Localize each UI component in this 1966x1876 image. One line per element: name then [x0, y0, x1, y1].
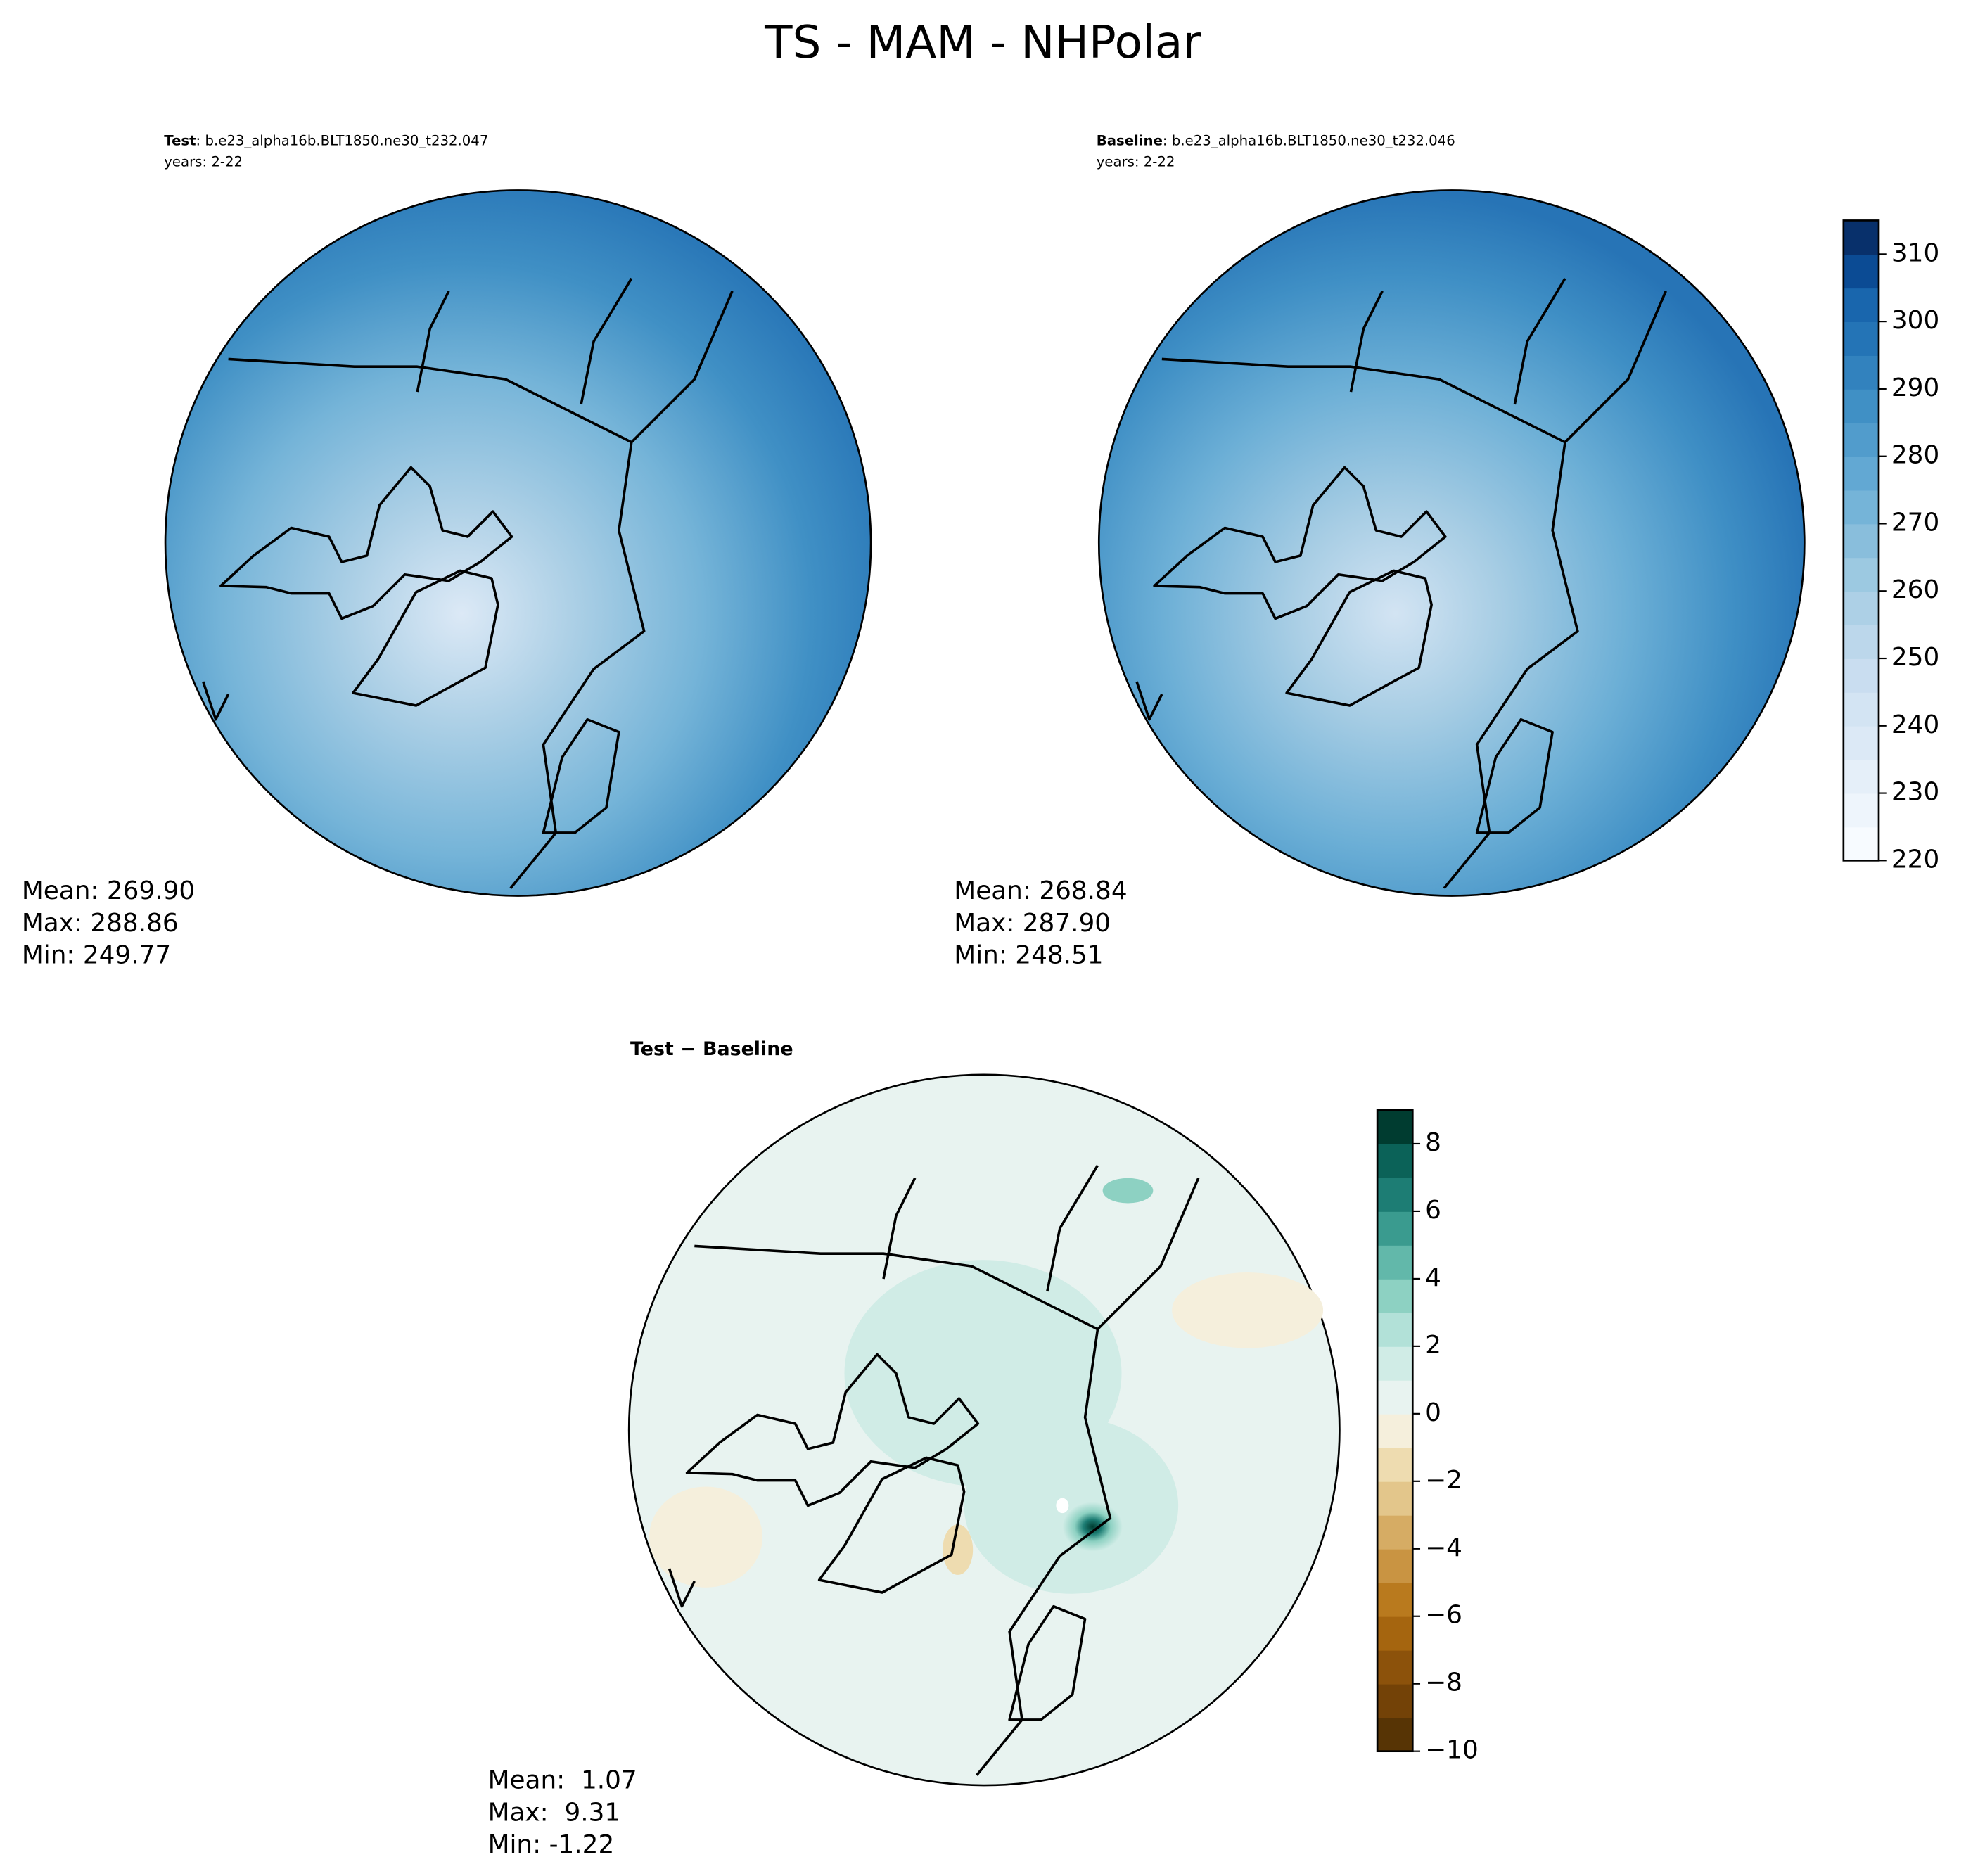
colorbar-band: [1843, 827, 1879, 862]
map-difference: [627, 1073, 1341, 1787]
colorbar-tick-label: −8: [1425, 1668, 1462, 1697]
colorbar-tick-label: −10: [1425, 1736, 1479, 1765]
colorbar-frame: [1842, 219, 1880, 862]
colorbar-tick-label: 280: [1891, 441, 1939, 470]
figure-title: TS - MAM - NHPolar: [764, 16, 1201, 69]
colorbar-tick-label: 300: [1891, 306, 1939, 335]
colorbar-band: [1843, 725, 1879, 760]
colorbar-tick-label: 220: [1891, 845, 1939, 874]
colorbar-tick-label: 250: [1891, 643, 1939, 672]
colorbar-band: [1843, 388, 1879, 423]
panel-stat: Min: 248.51: [954, 940, 1103, 969]
colorbar-band: [1377, 1379, 1413, 1415]
colorbar-band: [1843, 658, 1879, 693]
colorbar-band: [1377, 1346, 1413, 1381]
map-test: [164, 189, 872, 897]
panel-years: years: 2-22: [164, 154, 243, 170]
colorbar-band: [1843, 220, 1879, 255]
colorbar-tick-label: 310: [1891, 238, 1939, 267]
panel-stat: Min: -1.22: [488, 1830, 615, 1859]
colorbar-tick-label: −6: [1425, 1601, 1462, 1630]
panel-stat: Mean: 268.84: [954, 876, 1127, 905]
colorbar-band: [1377, 1548, 1413, 1583]
colorbar-band: [1843, 523, 1879, 559]
panel-years: years: 2-22: [1097, 154, 1175, 170]
map-baseline: [1097, 189, 1806, 897]
colorbar-band: [1377, 1650, 1413, 1685]
panel-case: : b.e23_alpha16b.BLT1850.ne30_t232.046: [1163, 132, 1455, 148]
colorbar-tick-label: 290: [1891, 374, 1939, 402]
colorbar-band: [1843, 456, 1879, 491]
colorbar-band: [1377, 1481, 1413, 1516]
colorbar-tick-label: 8: [1425, 1128, 1441, 1157]
colorbar-band: [1843, 691, 1879, 727]
colorbar-tick-label: 6: [1425, 1196, 1441, 1225]
colorbar-frame: [1376, 1109, 1414, 1753]
colorbar-tick-label: 2: [1425, 1331, 1441, 1360]
panel-label: Baseline: [1097, 132, 1163, 148]
panel-label: Test: [164, 132, 196, 148]
colorbar-tick-label: 4: [1425, 1263, 1441, 1292]
colorbar-tick-label: 230: [1891, 778, 1939, 807]
colorbar-band: [1843, 793, 1879, 828]
colorbar-band: [1843, 321, 1879, 356]
colorbar-band: [1377, 1211, 1413, 1246]
panel-header: Test − Baseline: [630, 1038, 793, 1060]
panel-header: Baseline: b.e23_alpha16b.BLT1850.ne30_t2…: [1097, 132, 1455, 148]
colorbar-tick-label: −4: [1425, 1533, 1462, 1562]
colorbar-tick-label: 270: [1891, 508, 1939, 537]
colorbar-band: [1843, 759, 1879, 794]
colorbar-band: [1377, 1514, 1413, 1550]
panel-stat: Max: 9.31: [488, 1798, 621, 1827]
panel-header: Test: b.e23_alpha16b.BLT1850.ne30_t232.0…: [164, 132, 488, 148]
colorbar-band: [1377, 1582, 1413, 1617]
colorbar-band: [1377, 1143, 1413, 1178]
colorbar-band: [1377, 1616, 1413, 1651]
colorbar-tick-label: 260: [1891, 575, 1939, 604]
colorbar-band: [1377, 1177, 1413, 1212]
colorbar-band: [1843, 254, 1879, 289]
colorbar-band: [1377, 1413, 1413, 1448]
panel-stat: Mean: 1.07: [488, 1766, 637, 1795]
colorbar-band: [1377, 1278, 1413, 1313]
panel-stat: Min: 249.77: [22, 940, 171, 969]
colorbar-band: [1377, 1717, 1413, 1752]
colorbar-band: [1377, 1109, 1413, 1144]
colorbar-band: [1843, 591, 1879, 626]
colorbar-band: [1843, 355, 1879, 390]
colorbar-band: [1843, 288, 1879, 323]
colorbar-band: [1843, 422, 1879, 457]
panel-stat: Mean: 269.90: [22, 876, 195, 905]
colorbar-tick-label: 240: [1891, 710, 1939, 739]
colorbar-tick-label: 0: [1425, 1398, 1441, 1427]
panel-case: : b.e23_alpha16b.BLT1850.ne30_t232.047: [196, 132, 489, 148]
colorbar-band: [1843, 490, 1879, 525]
panel-label: Test − Baseline: [630, 1038, 793, 1060]
colorbar-band: [1377, 1244, 1413, 1280]
colorbar-tick-label: −2: [1425, 1466, 1462, 1495]
colorbar-band: [1377, 1312, 1413, 1347]
colorbar-band: [1377, 1683, 1413, 1718]
colorbar-band: [1843, 557, 1879, 592]
colorbar-band: [1843, 625, 1879, 659]
panel-stat: Max: 287.90: [954, 909, 1111, 938]
panel-stat: Max: 288.86: [22, 909, 179, 938]
colorbar-band: [1377, 1447, 1413, 1482]
